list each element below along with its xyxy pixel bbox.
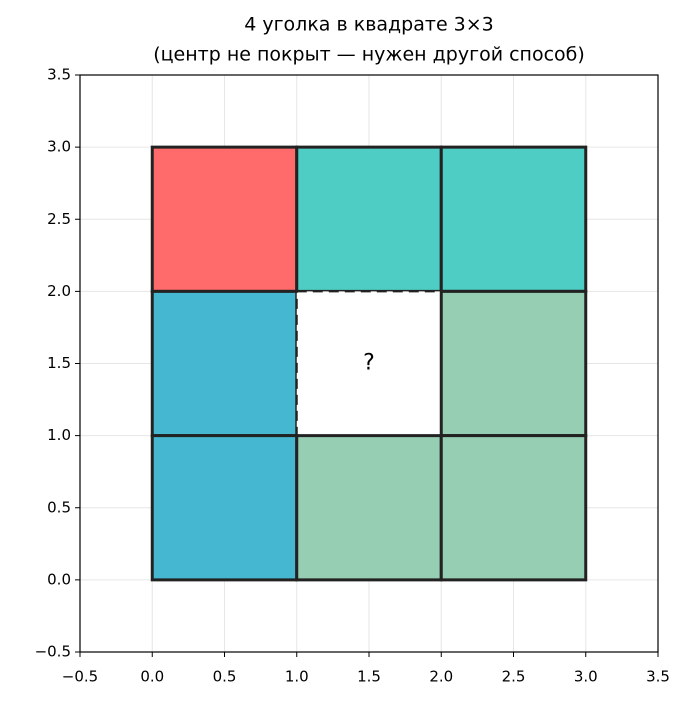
y-tick-label: 0.5: [47, 498, 71, 516]
y-tick-label: 1.0: [47, 426, 71, 444]
y-tick-label: 1.5: [47, 354, 71, 372]
x-tick-label: 2.0: [429, 668, 453, 686]
tile: [150, 434, 299, 582]
x-tick-label: 3.0: [574, 668, 598, 686]
annotation: ?: [363, 351, 375, 376]
x-tick-label: 0.5: [213, 668, 237, 686]
x-tick-label: 1.5: [357, 668, 381, 686]
y-tick-label: 3.0: [47, 138, 71, 156]
tile: [439, 434, 588, 582]
tile: [150, 289, 299, 438]
y-tick-label: 2.0: [47, 282, 71, 300]
y-tick-label: 3.5: [47, 66, 71, 84]
x-tick-label: 0.0: [140, 668, 164, 686]
tile: [295, 434, 443, 582]
x-tick-label: 1.0: [285, 668, 309, 686]
chart-subtitle: (центр не покрыт — нужен другой способ): [153, 44, 585, 66]
x-tick-label: 2.5: [502, 668, 526, 686]
plot-frame: [79, 74, 659, 653]
y-tick-label: −0.5: [35, 643, 71, 661]
tile: [439, 145, 588, 293]
tile: [295, 145, 443, 293]
y-tick-label: 2.5: [47, 210, 71, 228]
x-tick-label: 3.5: [646, 668, 670, 686]
x-tick-label: −0.5: [62, 668, 98, 686]
tile: [439, 289, 588, 438]
y-tick-label: 0.0: [47, 570, 71, 588]
tile: [295, 290, 443, 437]
chart-title: 4 уголка в квадрате 3×3: [244, 14, 494, 36]
tile: [150, 145, 299, 293]
